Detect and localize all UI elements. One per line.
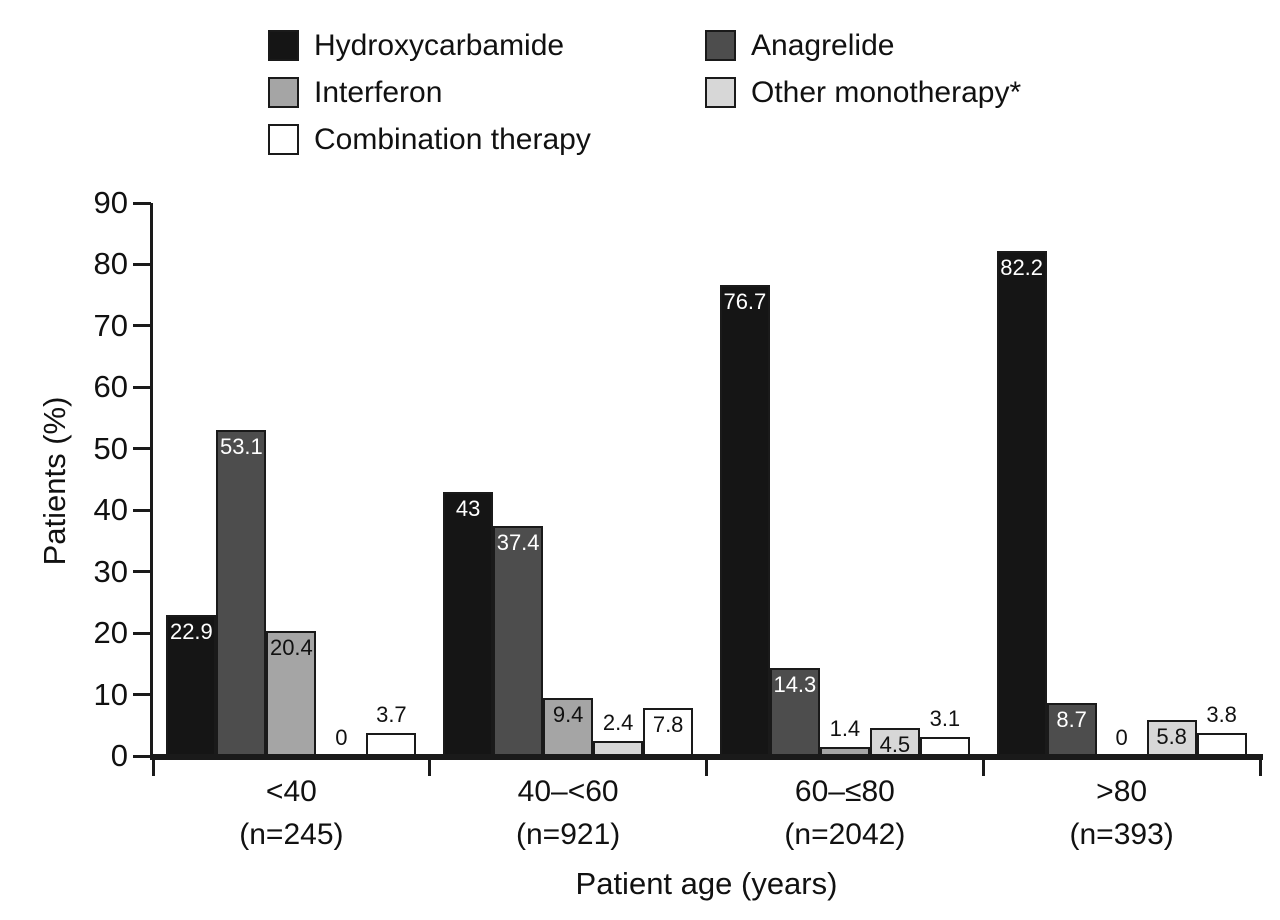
y-tick-label: 0	[110, 738, 128, 773]
bar-hydroxycarbamide-60-80	[719, 284, 770, 756]
legend-swatch-icon-other-monotherapy	[705, 77, 736, 108]
bar-value-label: 3.7	[376, 702, 407, 728]
bar-hydroxycarbamide-40	[166, 615, 217, 756]
bar-value-label: 76.7	[723, 288, 767, 314]
x-group-count: (n=921)	[516, 818, 621, 851]
x-group-count: (n=393)	[1069, 818, 1174, 851]
x-axis-group-tick	[981, 760, 985, 776]
bar-value-label: 3.1	[929, 705, 961, 731]
bar-value-label: 22.9	[169, 619, 213, 645]
y-tick-label: 30	[93, 553, 128, 589]
x-group-label-40: <40	[265, 775, 317, 808]
chart-legend: Hydroxycarbamide Anagrelide Interferon Othe…	[268, 22, 1021, 163]
bar-value-label: 8.7	[1056, 706, 1087, 732]
legend-swatch-icon-interferon	[268, 77, 299, 108]
y-tick	[133, 693, 151, 697]
y-tick-label: 50	[93, 430, 128, 466]
x-group-label-40-60: 40–<60	[517, 775, 619, 808]
legend-swatch-icon-anagrelide	[705, 30, 736, 61]
y-tick	[133, 201, 151, 205]
bar-value-label: 4.5	[879, 732, 911, 758]
legend-label: Other monotherapy*	[751, 76, 1022, 109]
y-tick	[133, 754, 151, 758]
bar-interferon-40	[266, 630, 317, 756]
bar-anagrelide-40-60	[493, 526, 544, 756]
bar-anagrelide-80	[1046, 702, 1097, 756]
y-tick-label: 60	[93, 369, 128, 405]
x-axis-line	[150, 754, 1263, 760]
bar-value-label: 43	[455, 495, 481, 521]
bar-value-label: 2.4	[602, 710, 634, 736]
y-tick	[133, 631, 151, 635]
bar-combination-therapy-80	[1196, 732, 1247, 756]
bar-value-label: 5.8	[1156, 724, 1187, 750]
y-tick	[133, 570, 151, 574]
bar-value-label: 0	[1115, 725, 1128, 750]
legend-swatch-icon-hydroxycarbamide	[268, 30, 299, 61]
y-axis-line	[150, 203, 153, 757]
legend-label: Interferon	[314, 76, 443, 109]
y-tick-label: 70	[93, 307, 128, 343]
legend-label: Anagrelide	[751, 29, 895, 62]
legend-item-interferon: Interferon	[268, 77, 705, 108]
x-group-count: (n=245)	[239, 818, 344, 851]
bar-value-label: 7.8	[652, 712, 684, 738]
bar-value-label: 53.1	[219, 433, 263, 459]
bar-value-label: 82.2	[1000, 254, 1044, 280]
y-tick	[133, 262, 151, 266]
bar-other-monotherapy-40-60	[593, 741, 644, 756]
x-axis-group-tick	[428, 760, 432, 776]
y-tick	[133, 508, 151, 512]
bar-value-label: 3.8	[1206, 701, 1237, 727]
x-axis-group-tick	[1258, 760, 1262, 776]
y-tick-label: 80	[93, 246, 128, 282]
bar-hydroxycarbamide-80	[996, 250, 1047, 756]
y-tick-label: 10	[93, 676, 128, 712]
bar-interferon-40-60	[543, 698, 594, 756]
legend-item-combination-therapy: Combination therapy	[268, 124, 705, 155]
legend-swatch-icon-combination-therapy	[268, 124, 299, 155]
x-axis-group-tick	[705, 760, 708, 776]
legend-label: Hydroxycarbamide	[314, 29, 565, 62]
bar-combination-therapy-60-80	[919, 736, 970, 756]
x-group-label-80: >80	[1096, 775, 1148, 808]
bar-other-monotherapy-80	[1146, 720, 1197, 756]
legend-item-other-monotherapy: Other monotherapy*	[705, 77, 1021, 108]
y-tick-label: 90	[93, 185, 128, 220]
bar-anagrelide-40	[216, 429, 267, 756]
bar-hydroxycarbamide-40-60	[443, 491, 494, 756]
y-tick	[133, 447, 151, 451]
bar-value-label: 1.4	[829, 716, 861, 742]
y-tick-label: 40	[93, 492, 128, 528]
bar-value-label: 9.4	[552, 702, 584, 728]
legend-item-hydroxycarbamide: Hydroxycarbamide	[268, 30, 705, 61]
bar-other-monotherapy-60-80	[869, 728, 920, 756]
x-group-label-60-80: 60–≤80	[794, 775, 895, 808]
x-axis-group-tick	[151, 760, 155, 776]
bar-combination-therapy-40-60	[643, 708, 694, 756]
bar-value-label: 14.3	[773, 672, 817, 698]
bar-anagrelide-60-80	[769, 668, 820, 756]
y-tick	[133, 385, 151, 389]
bar-value-label: 20.4	[269, 634, 313, 660]
legend-label: Combination therapy	[314, 123, 591, 156]
bar-interferon-60-80	[819, 747, 870, 756]
bar-combination-therapy-40	[366, 733, 417, 756]
bar-value-label: 0	[335, 725, 348, 750]
bar-value-label: 37.4	[496, 530, 540, 556]
y-tick-label: 20	[93, 615, 128, 651]
x-group-count: (n=2042)	[784, 818, 906, 851]
legend-item-anagrelide: Anagrelide	[705, 30, 1021, 61]
x-axis-title: Patient age (years)	[575, 866, 838, 901]
y-tick	[133, 324, 151, 328]
